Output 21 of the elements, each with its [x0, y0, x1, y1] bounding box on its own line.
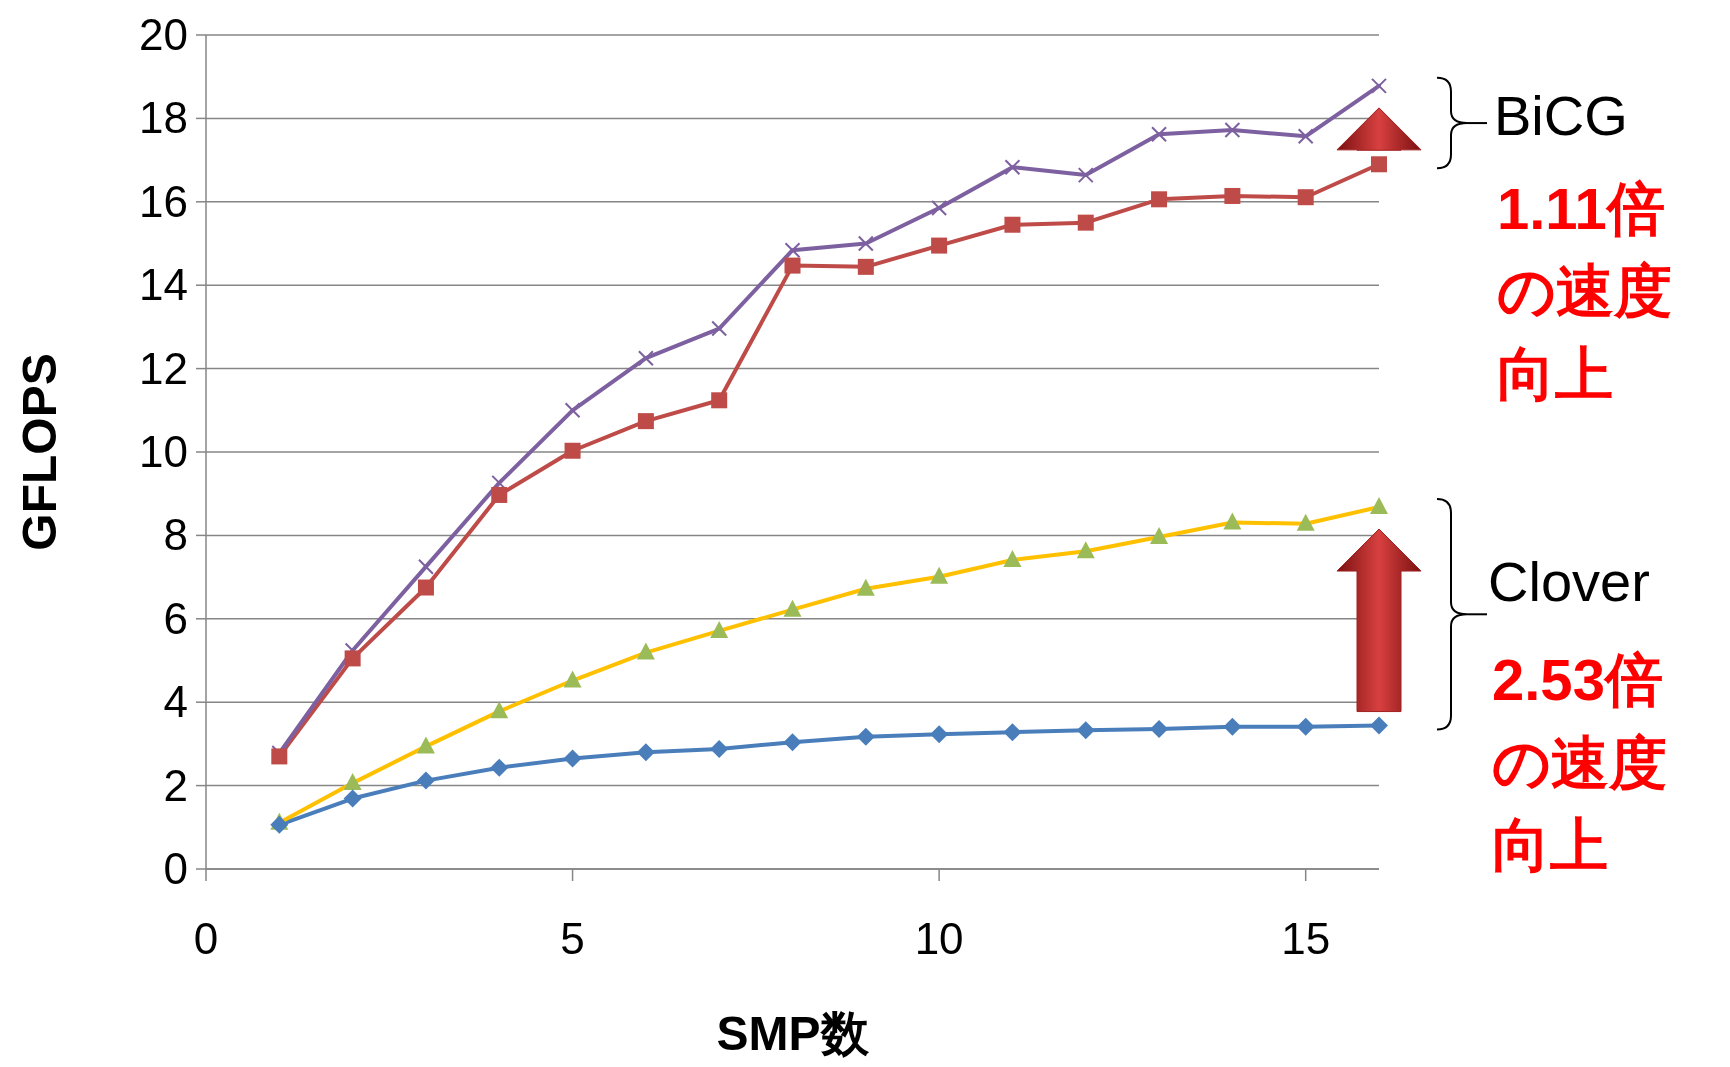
y-tick-label: 16	[139, 176, 188, 226]
y-tick-label: 10	[139, 427, 188, 476]
x-tick-label: 10	[914, 914, 964, 963]
y-tick-label: 6	[163, 593, 188, 643]
x-tick-label: 5	[560, 914, 585, 963]
x-tick-label: 0	[193, 914, 219, 963]
y-tick-label: 18	[139, 93, 188, 143]
x-tick-label: 15	[1281, 914, 1331, 963]
y-tick-label: 20	[139, 10, 188, 59]
text: BiCG	[1494, 83, 1628, 149]
text: 1.11倍の速度向上	[1497, 175, 1673, 408]
text: Clover	[1488, 549, 1650, 615]
y-tick-label: 12	[139, 343, 188, 393]
y-tick-label: 14	[139, 260, 188, 310]
y-tick-label: 2	[163, 760, 188, 810]
y-tick-label: 8	[163, 510, 188, 560]
x-axis-title: SMP数	[716, 1007, 870, 1060]
y-tick-label: 0	[163, 844, 188, 893]
y-tick-label: 4	[163, 677, 188, 727]
text: 2.53倍の速度向上	[1492, 646, 1668, 879]
y-axis-title: GFLOPS	[13, 353, 66, 551]
